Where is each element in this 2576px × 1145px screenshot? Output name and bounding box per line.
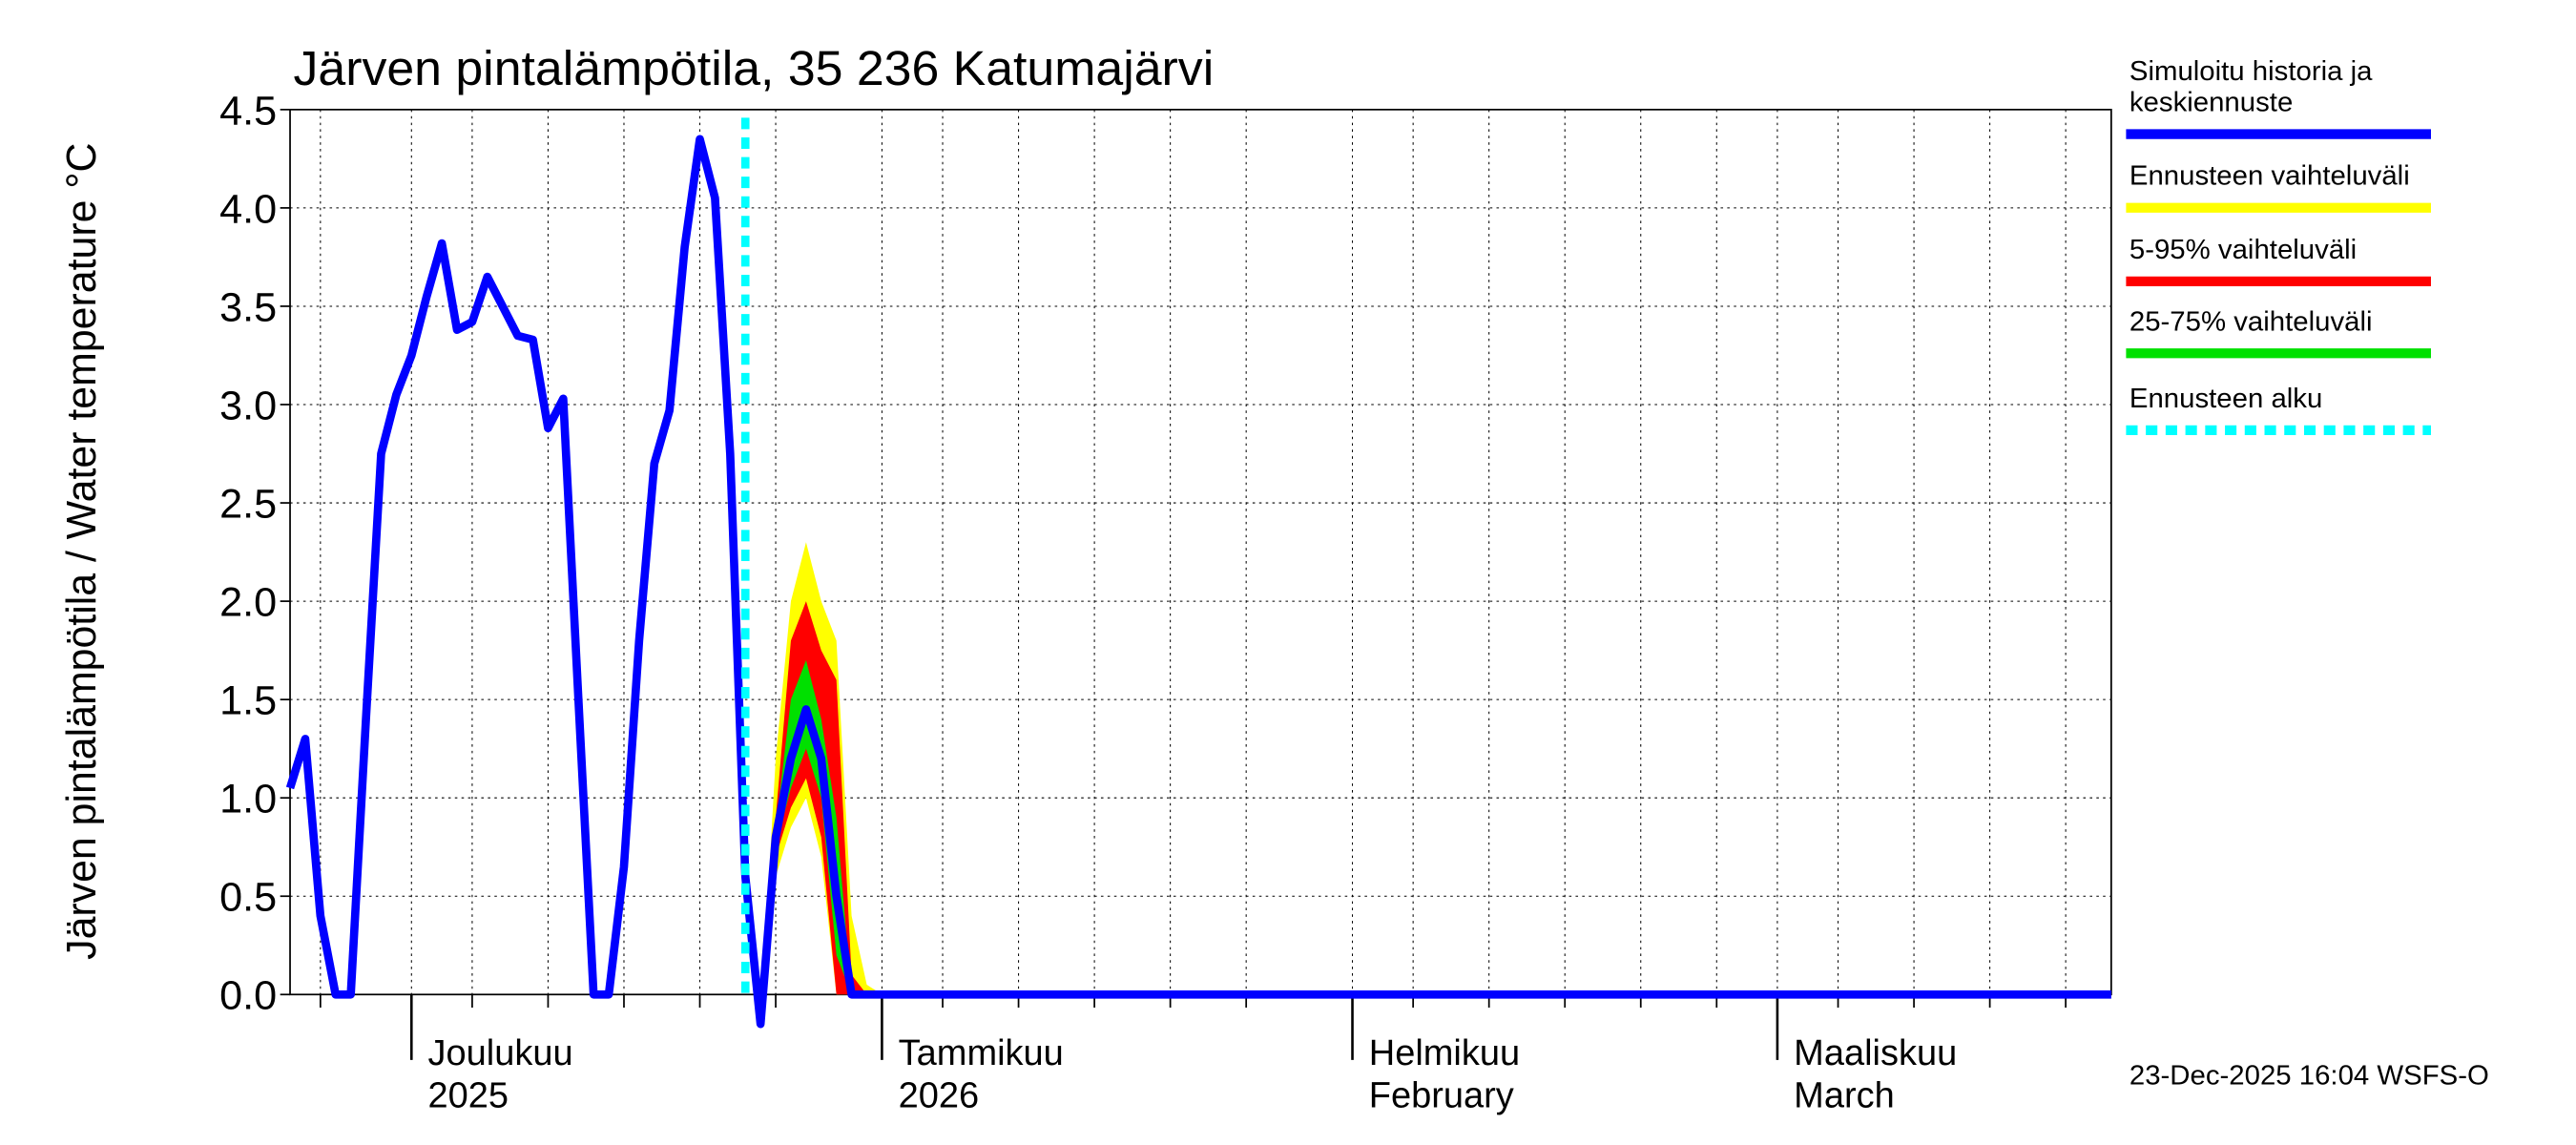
series-line bbox=[285, 135, 2111, 1029]
x-tick-label: Helmikuu bbox=[1369, 1033, 1520, 1073]
timestamp: 23-Dec-2025 16:04 WSFS-O bbox=[2129, 1061, 2489, 1092]
legend-label: Ennusteen alku bbox=[2129, 383, 2323, 414]
legend-label: 5-95% vaihteluväli bbox=[2129, 234, 2358, 265]
x-tick-label: Joulukuu bbox=[428, 1033, 573, 1073]
y-tick-label: 0.5 bbox=[219, 875, 277, 921]
x-tick-label: March bbox=[1794, 1076, 1895, 1116]
x-tick-label: 2025 bbox=[428, 1076, 509, 1116]
y-tick-label: 0.0 bbox=[219, 973, 277, 1019]
y-tick-label: 2.5 bbox=[219, 482, 277, 528]
y-tick-label: 1.5 bbox=[219, 678, 277, 724]
legend-label: Ennusteen vaihteluväli bbox=[2129, 160, 2410, 192]
y-tick-label: 2.0 bbox=[219, 580, 277, 626]
legend-label: Simuloitu historia ja keskiennuste bbox=[2129, 55, 2373, 118]
x-tick-label: 2026 bbox=[899, 1076, 980, 1116]
y-tick-label: 3.0 bbox=[219, 384, 277, 429]
y-axis-label: Järven pintalämpötila / Water temperatur… bbox=[59, 143, 105, 960]
legend-label: 25-75% vaihteluväli bbox=[2129, 305, 2373, 338]
y-tick-label: 4.0 bbox=[219, 186, 277, 232]
y-tick-label: 3.5 bbox=[219, 285, 277, 331]
forecast-band bbox=[745, 601, 883, 1025]
x-tick-label: Tammikuu bbox=[899, 1033, 1064, 1073]
x-tick-label: Maaliskuu bbox=[1794, 1033, 1957, 1073]
x-tick-label: February bbox=[1369, 1076, 1514, 1116]
y-tick-label: 1.0 bbox=[219, 777, 277, 822]
y-tick-label: 4.5 bbox=[219, 88, 277, 134]
chart-title: Järven pintalämpötila, 35 236 Katumajärv… bbox=[293, 40, 1214, 95]
